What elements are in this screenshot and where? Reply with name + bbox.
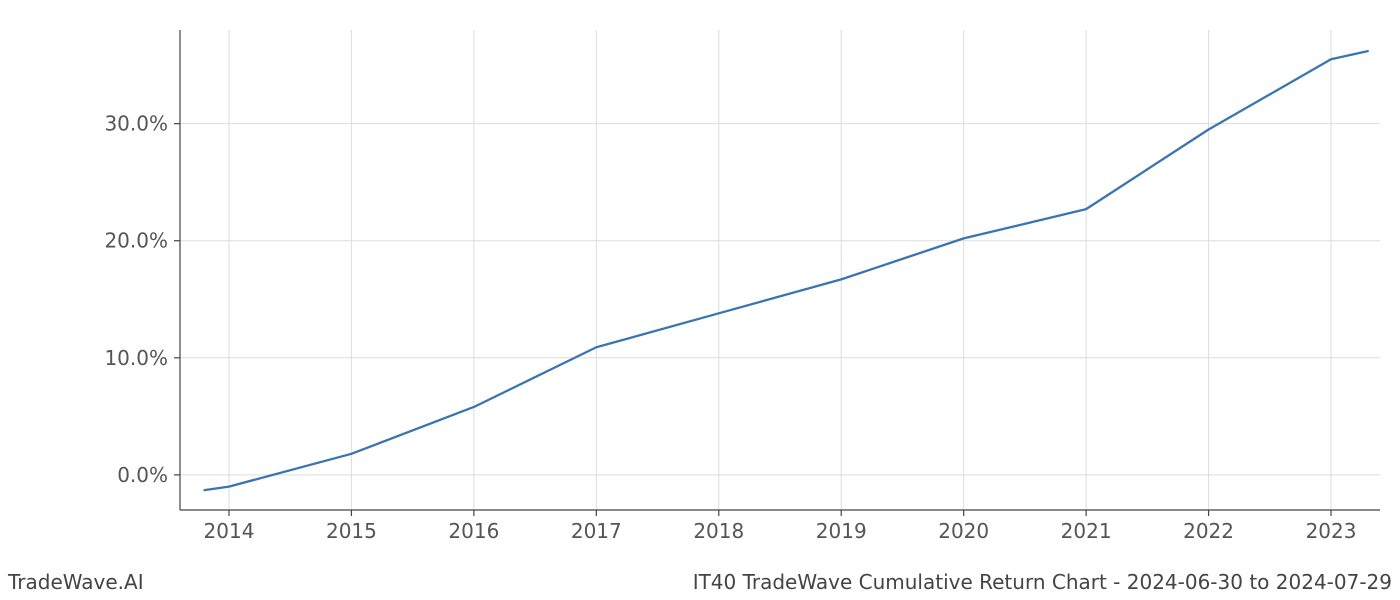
x-tick-label: 2015 [326,519,377,543]
x-tick-label: 2018 [693,519,744,543]
x-tick-label: 2020 [938,519,989,543]
y-tick-label: 10.0% [104,346,168,370]
x-tick-label: 2019 [816,519,867,543]
chart-container: 2014 2015 2016 2017 2018 2019 2020 2021 2022 2023… [0,0,1400,600]
y-tick-label: 20.0% [104,229,168,253]
x-tick-label: 2023 [1306,519,1357,543]
footer-caption: IT40 TradeWave Cumulative Return Chart -… [693,570,1392,594]
x-tick-label: 2017 [571,519,622,543]
x-tick-label: 2016 [448,519,499,543]
x-tick-label: 2014 [204,519,255,543]
x-tick-label: 2021 [1061,519,1112,543]
line-chart: 2014 2015 2016 2017 2018 2019 2020 2021 2022 2023… [0,0,1400,600]
x-tick-label: 2022 [1183,519,1234,543]
y-tick-label: 0.0% [117,463,168,487]
y-tick-label: 30.0% [104,112,168,136]
footer-brand: TradeWave.AI [8,570,144,594]
